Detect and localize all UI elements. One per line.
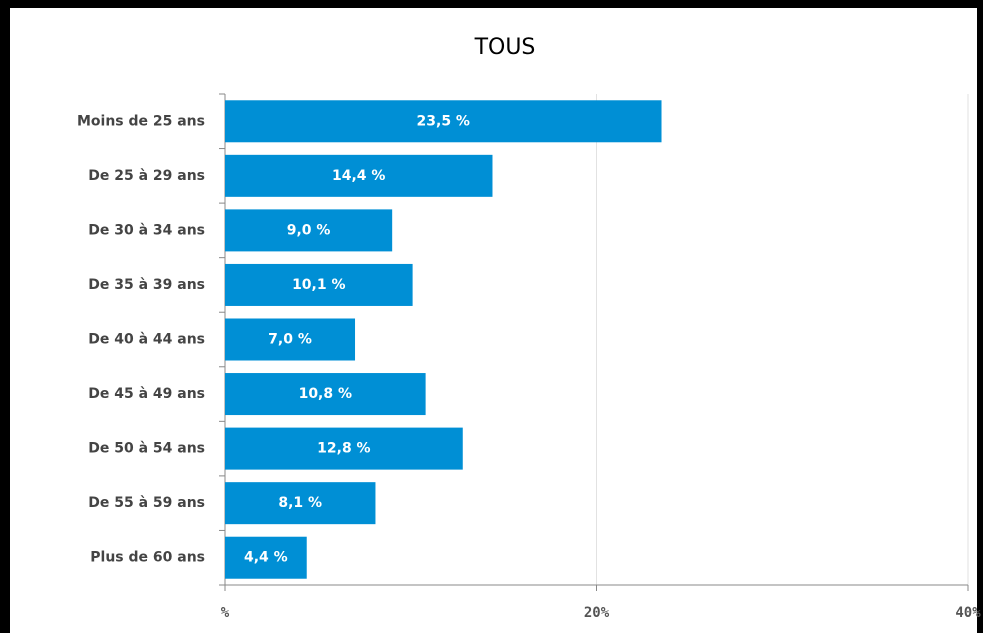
- x-tick-label: %: [221, 605, 230, 621]
- chart-title: TOUS: [474, 35, 536, 60]
- y-tick-label: De 50 à 54 ans: [88, 441, 205, 457]
- bar: [225, 100, 662, 143]
- y-tick-label: De 30 à 34 ans: [88, 222, 205, 238]
- bar: [225, 209, 393, 252]
- bar: [225, 263, 413, 306]
- y-tick-label: De 55 à 59 ans: [88, 495, 205, 511]
- value-label: 14,4 %: [332, 168, 385, 184]
- bar: [225, 482, 376, 525]
- value-label: 4,4 %: [244, 550, 288, 566]
- x-tick-label: 40%: [955, 605, 981, 621]
- value-label: 7,0 %: [268, 332, 312, 348]
- bar: [225, 318, 356, 361]
- bar: [225, 373, 426, 416]
- value-label: 23,5 %: [417, 113, 470, 129]
- x-tick-label: 20%: [584, 605, 610, 621]
- value-label: 9,0 %: [287, 222, 331, 238]
- y-tick-label: Plus de 60 ans: [90, 550, 205, 566]
- bar: [225, 536, 307, 579]
- bar: [225, 154, 493, 197]
- value-label: 12,8 %: [317, 441, 370, 457]
- bar: [225, 427, 463, 470]
- y-tick-label: De 45 à 49 ans: [88, 386, 205, 402]
- value-label: 10,8 %: [299, 386, 352, 402]
- y-tick-label: De 25 à 29 ans: [88, 168, 205, 184]
- y-tick-label: De 35 à 39 ans: [88, 277, 205, 293]
- value-label: 8,1 %: [278, 495, 322, 511]
- y-tick-label: Moins de 25 ans: [77, 113, 205, 129]
- y-tick-label: De 40 à 44 ans: [88, 332, 205, 348]
- value-label: 10,1 %: [292, 277, 345, 293]
